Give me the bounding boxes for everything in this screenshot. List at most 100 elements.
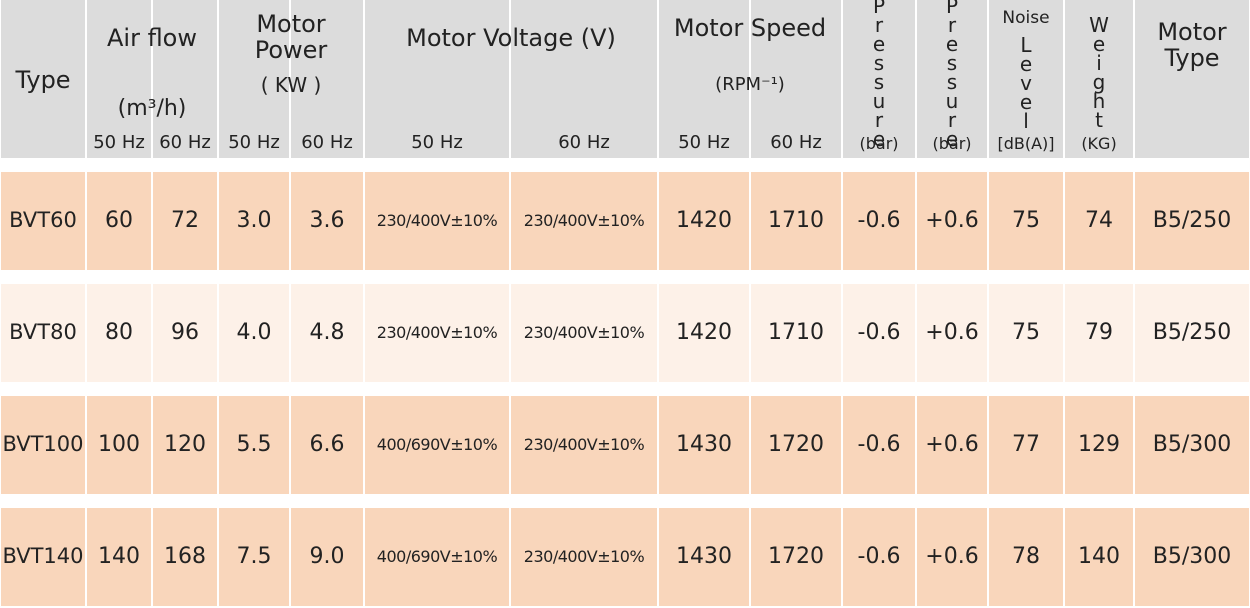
cell-text: 78 — [1012, 543, 1040, 569]
table-cell — [659, 284, 749, 382]
table-cell — [1, 172, 85, 270]
table-cell — [153, 284, 217, 382]
header-label: Pressure — [940, 0, 964, 146]
table-cell — [659, 172, 749, 270]
header-cell — [1, 0, 85, 158]
header-cell — [1135, 0, 1249, 158]
table-cell — [989, 172, 1063, 270]
cell-text: 6.6 — [309, 431, 345, 457]
cell-text: 400/690V±10% — [376, 435, 498, 455]
cell-text: 1710 — [768, 207, 824, 233]
table-cell — [751, 172, 841, 270]
table-cell — [917, 172, 987, 270]
cell-text: 7.5 — [236, 543, 272, 569]
cell-text: 230/400V±10% — [376, 211, 498, 231]
table-cell — [1065, 172, 1133, 270]
cell-text: 79 — [1085, 319, 1113, 345]
table-cell — [291, 284, 363, 382]
header-label: Motor Power — [254, 9, 328, 64]
cell-text: 230/400V±10% — [523, 435, 645, 455]
cell-text: 230/400V±10% — [523, 211, 645, 231]
table-cell — [751, 508, 841, 606]
table-cell — [659, 508, 749, 606]
table-cell — [1, 284, 85, 382]
header-unit: (bar) — [859, 134, 899, 154]
table-cell — [291, 508, 363, 606]
cell-text: 1720 — [768, 431, 824, 457]
table-cell — [365, 508, 509, 606]
cell-text: B5/250 — [1152, 207, 1232, 233]
cell-text: 9.0 — [309, 543, 345, 569]
table-cell — [365, 172, 509, 270]
table-cell — [989, 284, 1063, 382]
cell-text: -0.6 — [857, 543, 901, 569]
table-cell — [291, 396, 363, 494]
cell-text: +0.6 — [925, 543, 979, 569]
cell-text: +0.6 — [925, 207, 979, 233]
cell-text: -0.6 — [857, 431, 901, 457]
table-cell — [1065, 508, 1133, 606]
header-label: Type — [15, 65, 71, 94]
header-label: Pressure — [867, 0, 891, 146]
cell-text: BVT80 — [9, 320, 77, 345]
cell-text: 400/690V±10% — [376, 547, 498, 567]
cell-text: 77 — [1012, 431, 1040, 457]
cell-text: -0.6 — [857, 207, 901, 233]
frequency-label: 50 Hz — [93, 132, 145, 154]
header-cell — [843, 0, 915, 158]
cell-text: 230/400V±10% — [523, 547, 645, 567]
table-cell — [1065, 396, 1133, 494]
table-cell — [1, 396, 85, 494]
cell-text: 140 — [98, 543, 140, 569]
frequency-label: 50 Hz — [411, 132, 463, 154]
header-label: Motor Voltage (V) — [406, 23, 616, 52]
header-cell — [751, 0, 841, 158]
cell-text: 230/400V±10% — [376, 323, 498, 343]
table-cell — [917, 284, 987, 382]
cell-text: BVT100 — [2, 432, 84, 457]
cell-text: +0.6 — [925, 431, 979, 457]
table-cell — [365, 396, 509, 494]
cell-text: 1430 — [676, 431, 732, 457]
table-cell — [87, 508, 151, 606]
table-cell — [153, 396, 217, 494]
table-cell — [219, 172, 289, 270]
cell-text: 5.5 — [236, 431, 272, 457]
cell-text: B5/300 — [1152, 543, 1232, 569]
header-cell — [291, 0, 363, 158]
table-cell — [989, 508, 1063, 606]
cell-text: 4.0 — [236, 319, 272, 345]
cell-text: BVT140 — [2, 544, 84, 569]
cell-text: 75 — [1012, 319, 1040, 345]
cell-text: 96 — [171, 319, 199, 345]
frequency-label: 50 Hz — [678, 132, 730, 154]
table-cell — [511, 284, 657, 382]
table-cell — [843, 396, 915, 494]
table-cell — [843, 508, 915, 606]
header-label: ( KW ) — [260, 73, 322, 97]
table-cell — [87, 172, 151, 270]
header-cell — [659, 0, 749, 158]
header-label: Motor Speed — [673, 13, 827, 42]
frequency-label: 60 Hz — [770, 132, 822, 154]
cell-text: 1430 — [676, 543, 732, 569]
table-cell — [1065, 284, 1133, 382]
table-cell — [917, 396, 987, 494]
cell-text: 120 — [164, 431, 206, 457]
cell-text: 80 — [105, 319, 133, 345]
header-cell — [989, 0, 1063, 158]
table-cell — [989, 396, 1063, 494]
header-label: Air flow — [106, 23, 197, 52]
table-cell — [843, 172, 915, 270]
header-cell — [917, 0, 987, 158]
cell-text: 3.0 — [236, 207, 272, 233]
header-label: Level — [1014, 32, 1038, 128]
table-cell — [751, 396, 841, 494]
frequency-label: 60 Hz — [301, 132, 353, 154]
table-cell — [87, 396, 151, 494]
table-cell — [511, 172, 657, 270]
header-label: (m³/h) — [117, 95, 187, 121]
table-cell — [843, 284, 915, 382]
table-cell — [365, 284, 509, 382]
